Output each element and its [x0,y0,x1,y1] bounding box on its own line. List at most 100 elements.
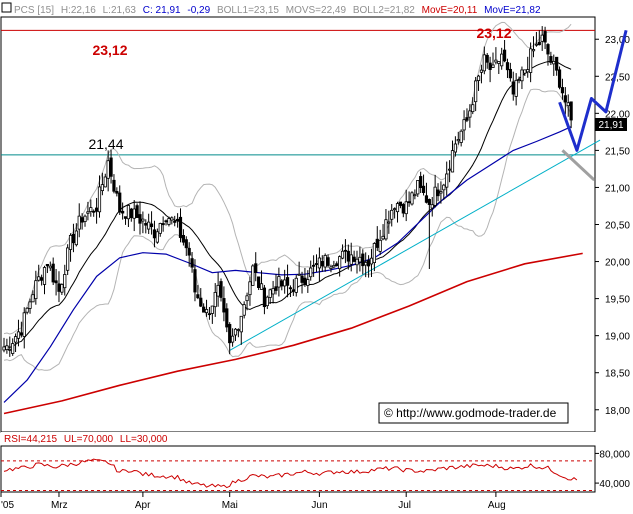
candle-body [190,258,194,268]
candle-body [468,110,472,118]
candle-body [196,294,200,299]
candle-body [300,275,304,283]
candle-body [485,54,489,63]
copyright-box [378,402,569,424]
x-tick-label: Jun [311,500,327,511]
candle-body [268,289,272,298]
candle-body [294,277,298,293]
x-tick-label: Mai [222,500,238,511]
movs-value: MOVS=22,49 [286,5,347,16]
candle-body [474,80,478,103]
candle-body [257,276,261,288]
candle-body [375,238,379,248]
candle-body [167,218,171,225]
candle-body [393,208,397,211]
candle-body [372,243,376,264]
candle-body [369,257,374,265]
candle-body [144,222,148,226]
candle-body [129,208,133,219]
x-tick-label: Jul [398,500,411,511]
candle-body [60,284,64,293]
candle-body [92,210,96,213]
candle-body [343,249,348,252]
candle-body [549,56,553,63]
candle-body [141,218,145,222]
candle-body [500,53,504,67]
candle-body [80,217,84,223]
candle-body [161,223,165,226]
candle-body [497,61,501,64]
candle-body [540,34,544,42]
last-price-tag [595,118,627,131]
candle-body [514,79,518,97]
candle-body [384,219,388,240]
low-value: L:21,63 [103,5,137,16]
rsi-value: RSI=44,215 [4,434,58,445]
candle-body [381,235,385,240]
copyright-text: © http://www.godmode-trader.de [384,406,557,420]
y-tick-label: 20,00 [605,258,630,269]
candle-body [323,255,327,268]
candle-body [505,62,510,71]
y-tick-label: 19,50 [605,295,630,306]
rsi-tick-label: 80,000 [599,449,630,460]
candle-body [135,205,139,218]
candle-body [462,119,466,131]
candle-body [326,257,330,266]
rsi-layer: 80,000 40,000 [1,449,630,492]
candle-body [511,81,515,95]
candle-body [557,69,562,88]
candle-body [419,176,423,189]
candle-body [338,256,342,270]
candle-body [178,216,183,238]
candle-body [552,61,556,65]
candle-body [230,335,235,343]
gray-projection-line [561,149,596,182]
candle-body [529,48,533,73]
candle-body [404,201,408,215]
rsi-tick-label: 40,000 [599,479,630,490]
x-tick-label: Aug [488,500,506,511]
change-value: -0,29 [187,5,210,16]
candle-body [555,56,559,71]
candle-body [83,215,87,222]
header-bar [0,0,633,17]
candle-body [355,258,359,266]
candle-body [199,297,203,307]
candle-body [193,269,197,293]
candle-body [430,204,434,209]
candle-body [77,215,81,230]
candle-body [436,189,440,197]
candle-body [100,184,104,192]
candle-body [147,221,151,230]
candle-body [34,280,38,300]
candle-body [271,288,275,295]
y-tick-label: 21,50 [605,146,630,157]
candle-body [453,143,457,153]
candle-body [213,292,217,308]
candle-body [361,253,365,267]
candle-body [5,345,9,350]
candle-body [222,298,226,313]
candle-body [245,295,249,302]
candle-body [164,220,168,223]
uptrend-line [229,139,601,351]
ema-long-line [3,252,583,415]
rsi-lower-limit: LL=30,000 [120,434,168,445]
candle-body [115,190,119,194]
x-tick-label: Apr [135,500,151,511]
candle-body [465,117,469,121]
candle-body [349,254,353,265]
candle-body [285,277,290,286]
candle-body [407,201,411,204]
candle-body [364,262,368,266]
candle-body [566,102,570,107]
close-value: C: 21,91 [143,5,181,16]
candle-body [280,280,284,287]
y-tick-label: 18,00 [605,406,630,417]
candle-body [66,247,70,271]
rsi-plot-frame [0,445,596,493]
candle-body [219,281,223,298]
header-line: PCS [15] H:22,16 L:21,63 C: 21,91 -0,29 … [14,5,541,16]
ticker-label: PCS [15] [14,5,54,16]
